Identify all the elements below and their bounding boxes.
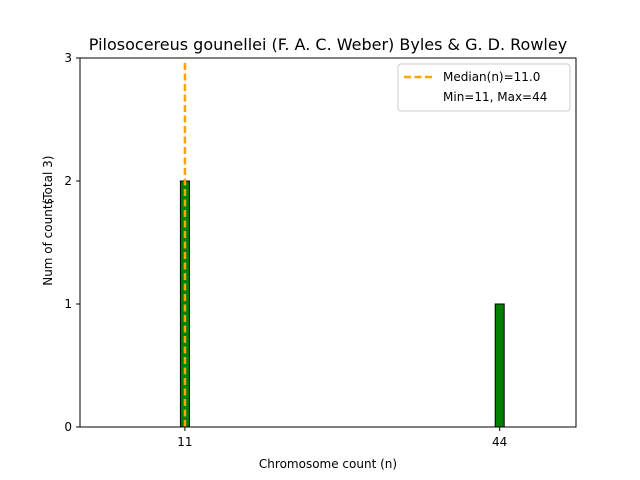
y-tick-label-2: 2 (64, 174, 72, 188)
legend: Median(n)=11.0 Min=11, Max=44 (397, 63, 571, 112)
x-tick-label-44: 44 (492, 435, 507, 449)
x-tick-label-11: 11 (177, 435, 192, 449)
plot-area: 0 1 2 3 11 44 (64, 51, 577, 449)
x-axis-label: Chromosome count (n) (259, 457, 397, 471)
y-tick-label-1: 1 (64, 297, 72, 311)
legend-range-label: Min=11, Max=44 (443, 90, 547, 104)
axes-frame (79, 57, 577, 428)
legend-box (397, 63, 571, 112)
bar-44 (494, 303, 505, 428)
y-tick-label-3: 3 (64, 51, 72, 65)
y-axis-total-label: (Total 3) (41, 156, 55, 205)
legend-median-label: Median(n)=11.0 (443, 70, 540, 84)
y-axis-label: Num of counts (41, 198, 55, 286)
y-tick-label-0: 0 (64, 420, 72, 434)
chart-title: Pilosocereus gounellei (F. A. C. Weber) … (89, 35, 567, 54)
